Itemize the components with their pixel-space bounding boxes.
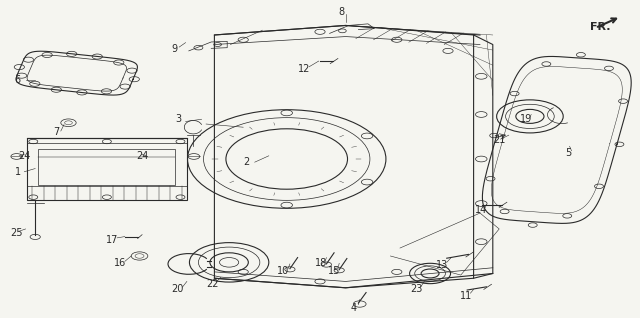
Text: 4: 4 <box>351 302 357 313</box>
Text: 22: 22 <box>206 279 219 289</box>
Text: 1: 1 <box>15 167 21 177</box>
Text: 2: 2 <box>243 157 250 167</box>
Text: 8: 8 <box>338 7 344 17</box>
Text: 19: 19 <box>520 114 532 124</box>
Text: 5: 5 <box>565 148 572 158</box>
Text: 18: 18 <box>315 258 328 268</box>
Text: 11: 11 <box>460 291 472 301</box>
Text: 6: 6 <box>15 75 21 85</box>
Text: 23: 23 <box>410 284 422 294</box>
Text: 21: 21 <box>493 135 506 145</box>
Text: 7: 7 <box>53 127 60 137</box>
Text: 24: 24 <box>136 151 148 162</box>
Text: 16: 16 <box>114 258 127 268</box>
Text: 24: 24 <box>18 151 31 162</box>
Text: 14: 14 <box>475 205 488 215</box>
Text: 15: 15 <box>328 266 340 276</box>
Text: 13: 13 <box>435 259 448 270</box>
Text: 9: 9 <box>171 44 177 54</box>
Text: 10: 10 <box>277 266 290 276</box>
Text: 25: 25 <box>10 228 23 238</box>
Text: 20: 20 <box>172 284 184 294</box>
Text: 3: 3 <box>175 114 181 124</box>
Text: FR.: FR. <box>590 22 611 32</box>
Text: 17: 17 <box>106 235 119 245</box>
Text: 12: 12 <box>298 64 310 74</box>
